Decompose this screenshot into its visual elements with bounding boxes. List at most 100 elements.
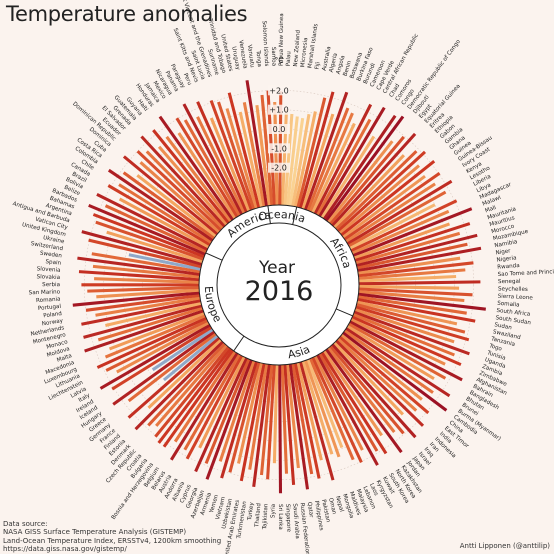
country-label: Yemen: [209, 494, 220, 515]
anomaly-bar: [304, 91, 349, 211]
region-label: Oceania: [257, 208, 307, 226]
country-label: Somalia: [497, 301, 520, 309]
anomaly-bar: [105, 301, 202, 327]
anomaly-bar: [331, 132, 417, 227]
anomaly-bar: [260, 94, 274, 206]
tick-label: -1.0: [271, 144, 287, 153]
anomaly-bar: [227, 92, 261, 208]
anomaly-bar: [152, 129, 230, 224]
anomaly-bar: [245, 80, 269, 207]
anomaly-bar: [327, 140, 394, 224]
tick-label: +1.0: [269, 106, 288, 115]
anomaly-bar: [351, 315, 462, 367]
anomaly-bar: [157, 145, 228, 226]
anomaly-bar: [356, 303, 466, 334]
country-label: Benin: [343, 60, 354, 77]
anomaly-bar: [346, 325, 435, 381]
anomaly-bar: [345, 182, 436, 243]
anomaly-bar: [343, 329, 434, 394]
source-note: Data source: NASA GISS Surface Temperatu…: [3, 520, 221, 554]
anomaly-bar: [272, 364, 279, 464]
anomaly-bar: [94, 277, 200, 284]
anomaly-bar: [283, 364, 296, 486]
anomaly-bar: [308, 358, 355, 461]
country-label: Libya: [476, 182, 492, 194]
anomaly-bar: [342, 331, 448, 412]
anomaly-bar: [88, 238, 202, 269]
anomaly-bar: [72, 291, 200, 307]
anomaly-bar: [335, 339, 425, 427]
country-label: Niger: [495, 248, 511, 256]
anomaly-bar: [248, 363, 269, 470]
anomaly-bar: [91, 252, 201, 274]
anomaly-bar: [155, 344, 228, 427]
anomaly-bar: [355, 305, 470, 342]
anomaly-bar: [356, 300, 458, 326]
anomaly-bar: [299, 91, 335, 209]
anomaly-bar: [286, 116, 299, 206]
anomaly-bar: [353, 222, 451, 260]
anomaly-bar: [333, 341, 405, 416]
country-label: Uruguay: [230, 46, 240, 71]
country-label: Algeria: [329, 53, 339, 74]
anomaly-bar: [354, 222, 471, 262]
country-label: Portugal: [38, 304, 62, 312]
anomaly-bar: [336, 337, 418, 412]
country-label: Papua New Guinea: [279, 13, 285, 66]
anomaly-bar: [358, 292, 486, 311]
anomaly-bar: [335, 150, 418, 231]
anomaly-bar: [313, 355, 364, 451]
country-label: Oman: [327, 497, 337, 515]
country-label: Turkey: [247, 501, 255, 521]
country-label: Solomon Islands: [261, 21, 270, 67]
country-label: Sweden: [40, 251, 63, 260]
anomaly-bar: [128, 253, 201, 271]
anomaly-bar: [228, 362, 261, 473]
anomaly-bar: [322, 350, 383, 437]
anomaly-bar: [351, 209, 450, 255]
anomaly-bar: [77, 256, 200, 276]
country-label: Sao Tome and Principe: [498, 269, 554, 278]
country-label: Seychelles: [498, 286, 528, 293]
anomaly-bar: [242, 102, 266, 207]
anomaly-bar: [273, 101, 279, 206]
anomaly-bar: [323, 114, 397, 220]
anomaly-bar: [108, 311, 205, 351]
anomaly-bar: [350, 318, 446, 366]
anomaly-bar: [204, 358, 251, 464]
anomaly-bar: [95, 296, 201, 317]
region-divider: [205, 252, 223, 261]
country-label: South Africa: [496, 308, 530, 318]
region-divider: [267, 205, 271, 224]
anomaly-bar: [209, 99, 253, 211]
anomaly-bar: [352, 207, 473, 257]
anomaly-bar: [134, 340, 224, 431]
country-label: Syria: [270, 504, 276, 518]
page-title: Temperature anomalies: [6, 2, 248, 26]
anomaly-bar: [239, 363, 266, 482]
anomaly-bar: [220, 361, 258, 479]
anomaly-bar: [198, 356, 246, 449]
anomaly-bar: [357, 297, 476, 323]
country-label: Morocco: [491, 224, 516, 236]
anomaly-bar: [225, 108, 258, 209]
anomaly-bar: [333, 154, 406, 229]
country-label: Tunisia: [485, 350, 506, 362]
anomaly-bar: [303, 359, 341, 458]
anomaly-bar: [313, 103, 373, 215]
anomaly-bar: [237, 362, 263, 464]
anomaly-bar: [118, 183, 213, 244]
anomaly-bar: [357, 256, 461, 275]
anomaly-bar: [104, 204, 207, 254]
anomaly-bar: [97, 306, 203, 342]
anomaly-bar: [345, 327, 451, 398]
country-label: Slovakia: [36, 274, 60, 281]
country-label: Russian Federation: [299, 503, 311, 554]
anomaly-bar: [296, 362, 323, 461]
anomaly-bar: [162, 334, 219, 382]
anomaly-bar: [96, 316, 207, 369]
anomaly-bar: [107, 168, 214, 242]
center-year-label: Year: [258, 258, 295, 278]
anomaly-bar: [356, 233, 478, 268]
